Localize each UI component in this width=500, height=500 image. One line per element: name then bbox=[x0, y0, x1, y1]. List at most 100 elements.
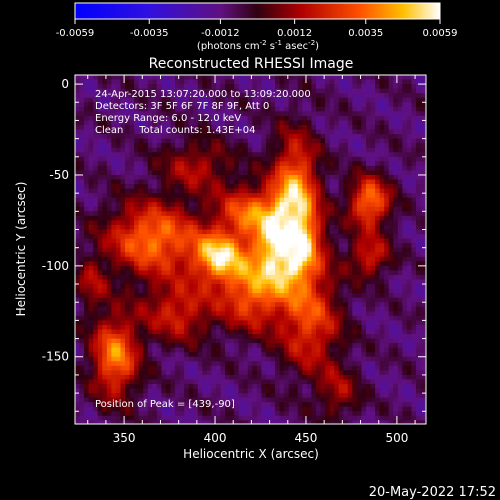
heatmap-cell bbox=[202, 79, 208, 85]
heatmap-cell bbox=[156, 356, 162, 362]
heatmap-cell bbox=[384, 197, 390, 203]
heatmap-cell bbox=[111, 265, 117, 271]
heatmap-cell bbox=[147, 206, 153, 212]
heatmap-cell bbox=[315, 129, 322, 135]
heatmap-cell bbox=[138, 215, 144, 222]
heatmap-cell bbox=[238, 165, 244, 172]
heatmap-cell bbox=[193, 170, 199, 176]
heatmap-cell bbox=[170, 288, 176, 294]
heatmap-cell bbox=[202, 234, 208, 240]
heatmap-cell bbox=[311, 297, 317, 303]
heatmap-cell bbox=[220, 147, 226, 153]
heatmap-cell bbox=[179, 202, 185, 208]
heatmap-cell bbox=[361, 138, 367, 144]
heatmap-cell bbox=[343, 361, 349, 367]
heatmap-cell bbox=[97, 84, 103, 90]
heatmap-cell bbox=[384, 334, 390, 340]
heatmap-cell bbox=[279, 134, 285, 140]
heatmap-cell bbox=[193, 361, 199, 367]
heatmap-cell bbox=[420, 138, 426, 144]
heatmap-cell bbox=[202, 206, 208, 212]
heatmap-cell bbox=[184, 320, 190, 326]
heatmap-cell bbox=[356, 220, 363, 226]
heatmap-cell bbox=[75, 124, 81, 131]
heatmap-cell bbox=[297, 215, 303, 222]
heatmap-cell bbox=[165, 261, 172, 267]
heatmap-cell bbox=[293, 343, 299, 349]
heatmap-cell bbox=[75, 129, 81, 135]
heatmap-cell bbox=[325, 320, 331, 326]
heatmap-cell bbox=[234, 93, 240, 99]
heatmap-cell bbox=[229, 156, 235, 162]
heatmap-cell bbox=[370, 302, 376, 308]
heatmap-cell bbox=[270, 343, 276, 349]
heatmap-cell bbox=[138, 265, 144, 271]
heatmap-cell bbox=[211, 243, 217, 249]
heatmap-cell bbox=[302, 220, 308, 226]
heatmap-cell bbox=[120, 111, 126, 117]
heatmap-cell bbox=[211, 120, 217, 126]
heatmap-cell bbox=[125, 352, 131, 358]
heatmap-cell bbox=[384, 102, 390, 108]
heatmap-cell bbox=[152, 206, 158, 212]
heatmap-cell bbox=[143, 93, 149, 99]
heatmap-cell bbox=[261, 347, 267, 353]
heatmap-cell bbox=[125, 334, 131, 340]
heatmap-cell bbox=[234, 120, 240, 126]
heatmap-cell bbox=[143, 279, 149, 285]
heatmap-cell bbox=[365, 188, 372, 194]
heatmap-cell bbox=[184, 247, 190, 253]
heatmap-cell bbox=[275, 197, 281, 203]
heatmap-cell bbox=[79, 202, 85, 208]
heatmap-cell bbox=[256, 156, 263, 162]
heatmap-cell bbox=[320, 293, 326, 299]
heatmap-cell bbox=[106, 111, 112, 117]
heatmap-cell bbox=[252, 247, 258, 253]
heatmap-cell bbox=[84, 206, 90, 212]
heatmap-cell bbox=[202, 120, 208, 126]
heatmap-cell bbox=[379, 220, 385, 226]
heatmap-cell bbox=[88, 161, 94, 167]
heatmap-cell bbox=[184, 188, 190, 194]
heatmap-cell bbox=[84, 84, 90, 90]
heatmap-cell bbox=[393, 238, 399, 244]
heatmap-cell bbox=[384, 143, 390, 149]
heatmap-cell bbox=[238, 111, 244, 117]
heatmap-cell bbox=[143, 165, 149, 172]
heatmap-cell bbox=[334, 147, 340, 153]
heatmap-cell bbox=[134, 215, 140, 222]
heatmap-cell bbox=[329, 106, 335, 112]
heatmap-cell bbox=[347, 284, 353, 290]
heatmap-cell bbox=[229, 188, 235, 194]
heatmap-cell bbox=[388, 311, 394, 317]
heatmap-cell bbox=[238, 211, 244, 217]
heatmap-cell bbox=[102, 138, 108, 144]
heatmap-cell bbox=[134, 184, 140, 190]
heatmap-cell bbox=[393, 138, 399, 144]
heatmap-cell bbox=[302, 124, 308, 131]
heatmap-cell bbox=[147, 252, 153, 258]
heatmap-cell bbox=[102, 84, 108, 90]
heatmap-cell bbox=[88, 270, 94, 276]
heatmap-cell bbox=[170, 211, 176, 217]
heatmap-cell bbox=[161, 243, 167, 249]
heatmap-cell bbox=[320, 184, 326, 190]
heatmap-cell bbox=[88, 224, 94, 231]
heatmap-cell bbox=[138, 297, 144, 303]
heatmap-cell bbox=[288, 324, 294, 331]
heatmap-cell bbox=[102, 352, 108, 358]
heatmap-cell bbox=[293, 329, 299, 335]
heatmap-cell bbox=[375, 302, 381, 308]
heatmap-cell bbox=[215, 202, 222, 208]
heatmap-cell bbox=[347, 143, 353, 149]
heatmap-cell bbox=[284, 138, 290, 144]
heatmap-cell bbox=[206, 88, 212, 94]
heatmap-cell bbox=[234, 197, 240, 203]
heatmap-cell bbox=[225, 115, 231, 122]
heatmap-cell bbox=[306, 238, 313, 244]
heatmap-cell bbox=[361, 102, 367, 108]
heatmap-cell bbox=[188, 234, 194, 240]
heatmap-cell bbox=[261, 274, 267, 281]
heatmap-cell bbox=[215, 274, 222, 281]
heatmap-cell bbox=[170, 284, 176, 290]
